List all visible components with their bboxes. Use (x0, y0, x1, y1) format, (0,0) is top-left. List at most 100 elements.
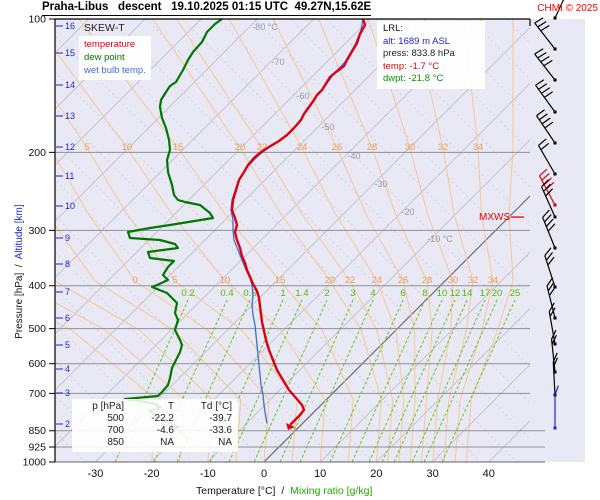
svg-text:-20: -20 (144, 468, 160, 480)
svg-text:14: 14 (65, 80, 75, 90)
wind-barb-column (534, 0, 565, 430)
svg-text:-50: -50 (321, 122, 334, 132)
svg-text:0: 0 (132, 275, 137, 286)
svg-text:26: 26 (398, 275, 409, 286)
svg-text:0.2: 0.2 (181, 288, 194, 299)
y-axis-caption-pressure: Pressure [hPa] / (14, 259, 25, 339)
table-cell: NA (160, 437, 174, 448)
svg-text:-30: -30 (87, 468, 103, 480)
svg-text:34: 34 (473, 142, 484, 153)
svg-text:600: 600 (28, 358, 46, 370)
svg-text:12: 12 (65, 142, 75, 152)
svg-text:0.4: 0.4 (220, 288, 233, 299)
svg-text:13: 13 (65, 111, 75, 121)
x-axis-caption: Temperature [°C] / Mixing ratio [g/kg] (196, 485, 372, 497)
y-axis-caption: Pressure [hPa] / Altitude [km] (3, 180, 36, 350)
svg-text:30: 30 (448, 275, 459, 286)
svg-text:1: 1 (280, 288, 285, 299)
table-cell: -39.7 (209, 413, 232, 424)
svg-text:17: 17 (480, 288, 491, 299)
svg-text:9: 9 (65, 233, 70, 243)
table-header-temperature: T (167, 401, 174, 412)
svg-text:200: 200 (28, 147, 46, 159)
svg-text:1.4: 1.4 (295, 288, 308, 299)
svg-text:-30: -30 (374, 179, 387, 189)
lrl-altitude: alt: 1689 m ASL (383, 35, 451, 47)
svg-text:5: 5 (84, 142, 89, 153)
svg-text:10: 10 (122, 142, 133, 153)
svg-text:15: 15 (275, 275, 286, 286)
legend-box: temperature dew point wet bulb temp. (79, 36, 151, 80)
diagram-type-label: SKEW-T (84, 22, 125, 34)
svg-text:10: 10 (437, 288, 448, 299)
svg-text:300: 300 (28, 225, 46, 237)
svg-text:0: 0 (261, 468, 267, 480)
svg-text:32: 32 (468, 275, 479, 286)
table-cell: 700 (107, 425, 124, 436)
table-cell: NA (218, 437, 232, 448)
svg-text:26: 26 (332, 142, 343, 153)
table-cell: -33.6 (209, 425, 232, 436)
svg-text:400: 400 (28, 280, 46, 292)
lrl-temperature: temp: -1.7 °C (383, 60, 440, 72)
table-cell: 500 (107, 413, 124, 424)
svg-text:14: 14 (462, 288, 473, 299)
sounding-levels-table: p [hPa] T Td [°C] 500 -22.2 -39.7 700 -4.6 -3… (72, 399, 238, 452)
lrl-dewpoint: dwpt: -21.8 °C (383, 73, 444, 84)
svg-text:700: 700 (28, 388, 46, 400)
svg-text:30: 30 (426, 468, 438, 480)
svg-text:28: 28 (367, 142, 378, 153)
grid-labels: -80 °C-70-60-50-40-30-20-10 °C5 10 15 20 22 2… (84, 22, 520, 299)
svg-text:5: 5 (172, 275, 177, 286)
svg-text:1000: 1000 (23, 457, 47, 469)
table-cell: -22.2 (151, 413, 174, 424)
table-cell: 850 (107, 437, 124, 448)
svg-text:30: 30 (405, 142, 416, 153)
altitude-axis: 16 15 14 13 12 11 10 9 8 7 6 5 4 3 2 (56, 21, 75, 429)
svg-text:-20: -20 (401, 207, 414, 217)
lrl-info-box: LRL: alt: 1689 m ASL press: 833.8 hPa te… (377, 21, 485, 89)
lrl-pressure: press: 833.8 hPa (383, 48, 455, 59)
x-axis-caption-temperature: Temperature [°C] (196, 485, 276, 497)
x-axis-caption-mixing: Mixing ratio [g/kg] (290, 485, 373, 497)
svg-text:500: 500 (28, 323, 46, 335)
temperature-arrowhead (286, 423, 295, 430)
svg-text:10: 10 (220, 275, 231, 286)
svg-text:22: 22 (257, 142, 268, 153)
svg-text:22: 22 (345, 275, 356, 286)
svg-text:12: 12 (450, 288, 461, 299)
table-header-dewpoint: Td [°C] (200, 401, 232, 412)
svg-text:20: 20 (492, 288, 503, 299)
pressure-axis: 100 200 300 400 500 600 700 850 925 1000 (23, 14, 55, 469)
table-cell: -4.6 (156, 425, 174, 436)
legend-item-dewpoint: dew point (84, 52, 125, 63)
svg-text:24: 24 (297, 142, 308, 153)
svg-text:16: 16 (65, 21, 75, 31)
svg-text:7: 7 (65, 287, 70, 297)
sounding-curves (123, 19, 367, 426)
svg-text:6: 6 (400, 288, 405, 299)
svg-text:-60: -60 (296, 91, 309, 101)
temperature-axis: -30 -20 -10 0 10 20 30 40 (87, 468, 494, 480)
svg-text:11: 11 (65, 171, 74, 181)
svg-text:5: 5 (65, 340, 70, 350)
svg-text:8: 8 (65, 259, 70, 269)
y-axis-caption-altitude: Altitude [km] (14, 204, 25, 260)
svg-text:6: 6 (65, 313, 70, 323)
svg-text:34: 34 (488, 275, 499, 286)
svg-text:-40: -40 (347, 151, 360, 161)
svg-text:3: 3 (350, 288, 355, 299)
svg-text:15: 15 (65, 48, 75, 58)
svg-text:20: 20 (235, 142, 246, 153)
svg-text:20: 20 (370, 468, 382, 480)
x-axis-caption-separator: / (275, 485, 291, 497)
svg-text:2: 2 (324, 288, 329, 299)
svg-text:100: 100 (28, 14, 46, 26)
svg-text:2: 2 (65, 419, 70, 429)
legend-item-wetbulb: wet bulb temp. (84, 65, 146, 76)
svg-text:20: 20 (325, 275, 336, 286)
svg-text:32: 32 (438, 142, 449, 153)
svg-text:-70: -70 (271, 57, 284, 67)
svg-text:-10: -10 (200, 468, 216, 480)
